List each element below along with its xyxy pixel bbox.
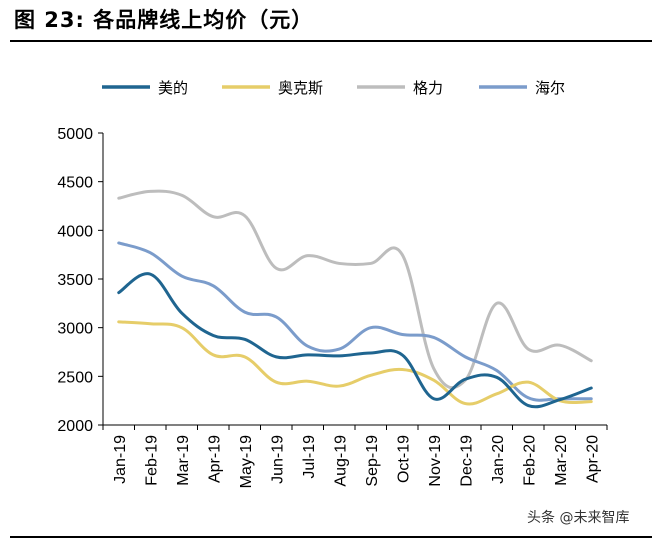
x-tick-label: Jun-19 <box>269 435 286 484</box>
legend-label: 美的 <box>158 79 188 97</box>
x-tick-label: Jan-20 <box>490 435 507 484</box>
chart-series <box>117 189 593 409</box>
y-tick-label: 5000 <box>57 126 93 143</box>
chart-legend: 美的 奥克斯 格力 海尔 <box>102 79 565 97</box>
legend-label: 海尔 <box>535 79 565 97</box>
y-tick-label: 4000 <box>57 223 93 240</box>
x-tick-label: Feb-19 <box>143 435 160 486</box>
x-tick-label: Oct-19 <box>395 435 412 483</box>
x-tick-label: Feb-20 <box>521 435 538 486</box>
series-line-1 <box>117 320 593 406</box>
chart-axes: 2000 2500 3000 3500 4000 4500 5000 Jan-19 Feb-19… <box>57 126 608 488</box>
page-title: 图 23: 各品牌线上均价（元） <box>14 8 314 32</box>
x-tick-label: Nov-19 <box>427 435 444 487</box>
y-tick-label: 2000 <box>57 418 93 435</box>
y-tick-label: 2500 <box>57 369 93 386</box>
x-tick-label: Mar-19 <box>175 435 192 486</box>
y-tick-label: 4500 <box>57 175 93 192</box>
x-tick-label: Jul-19 <box>301 435 318 479</box>
x-tick-label: May-19 <box>238 435 255 488</box>
series-line-2 <box>117 189 593 390</box>
bottom-divider <box>10 536 652 538</box>
x-tick-label: Jan-19 <box>112 435 129 484</box>
watermark: 头条 @未来智库 <box>527 510 630 526</box>
x-tick-label: Dec-19 <box>458 435 475 487</box>
x-tick-label: Aug-19 <box>332 435 349 487</box>
x-tick-label: Mar-20 <box>553 435 570 486</box>
x-tick-label: Apr-20 <box>584 435 601 483</box>
x-tick-label: Sep-19 <box>364 435 381 487</box>
title-divider <box>10 40 652 42</box>
y-tick-label: 3000 <box>57 321 93 338</box>
x-tick-label: Apr-19 <box>206 435 223 483</box>
legend-label: 格力 <box>413 79 443 97</box>
y-tick-label: 3500 <box>57 272 93 289</box>
legend-label: 奥克斯 <box>278 79 323 97</box>
series-line-0 <box>117 272 593 409</box>
